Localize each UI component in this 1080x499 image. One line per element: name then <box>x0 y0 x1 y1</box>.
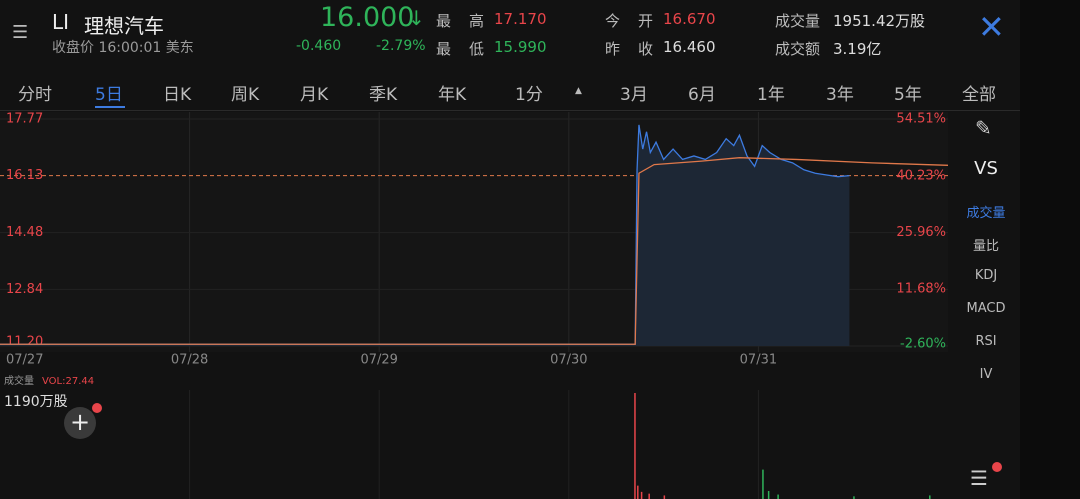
stat-value: 1951.42万股 <box>833 12 926 30</box>
edit-icon[interactable]: ✎ <box>975 116 992 140</box>
tab[interactable]: 3年 <box>826 85 854 105</box>
tab[interactable]: 1分 <box>515 85 543 105</box>
y2-tick-label: 25.96% <box>896 225 946 240</box>
volume-bar <box>777 494 779 499</box>
divider <box>0 110 1020 111</box>
tab-underline <box>95 106 125 108</box>
tab[interactable]: 6月 <box>688 85 716 105</box>
x-tick-label: 07/28 <box>171 353 208 368</box>
sidebar-item[interactable]: MACD <box>966 301 1006 316</box>
y-tick-label: 14.48 <box>6 225 43 240</box>
close-button[interactable]: ✕ <box>978 8 1005 46</box>
volume-value: VOL:27.44 <box>42 376 94 387</box>
stat-label: 最低 <box>436 40 503 58</box>
stat-label: 昨收 <box>605 40 672 58</box>
stat-value: 16.460 <box>663 38 716 56</box>
stat-label: 最高 <box>436 12 503 30</box>
badge <box>992 462 1002 472</box>
sidebar-item[interactable]: 成交量 <box>966 206 1006 221</box>
sidebar-item[interactable]: IV <box>979 367 993 382</box>
stat-value: 15.990 <box>494 38 547 56</box>
x-tick-label: 07/27 <box>6 353 43 368</box>
volume-bar <box>762 469 764 499</box>
menu-icon[interactable]: ☰ <box>12 22 29 43</box>
x-tick-label: 07/31 <box>740 353 777 368</box>
sidebar-item[interactable]: KDJ <box>974 268 998 283</box>
volume-bar <box>637 485 639 499</box>
price: 16.000 <box>320 2 415 33</box>
badge <box>92 403 102 413</box>
stat-value: 16.670 <box>663 10 716 28</box>
y-tick-label: 12.84 <box>6 282 43 297</box>
status: 收盘价 16:00:01 美东 <box>52 40 194 56</box>
tab[interactable]: 日K <box>163 85 192 105</box>
dropdown[interactable]: ▲ <box>575 86 582 96</box>
symbol: LI <box>52 10 70 34</box>
down-arrow: ↓ <box>408 6 425 30</box>
line <box>0 157 948 345</box>
y-tick-label: 17.77 <box>6 112 43 127</box>
y2-tick-label: 11.68% <box>896 282 946 297</box>
tab[interactable]: 月K <box>300 85 329 105</box>
y2-tick-label: -2.60% <box>900 337 946 352</box>
stat-label: 成交量 <box>775 12 821 30</box>
volume-title: 成交量 <box>4 374 34 387</box>
x-tick-label: 07/30 <box>550 353 587 368</box>
tab[interactable]: 全部 <box>962 85 996 105</box>
volume-max: 1190万股 <box>4 394 68 410</box>
tab[interactable]: 分时 <box>18 85 52 105</box>
settings-icon[interactable]: ☰ <box>970 466 988 490</box>
change-pct: -2.79% <box>376 38 426 54</box>
volume-bar <box>929 495 931 499</box>
tab[interactable]: 5日 <box>95 85 123 105</box>
edge <box>1020 0 1080 499</box>
sidebar-item[interactable]: 量比 <box>972 239 999 254</box>
tab[interactable]: 周K <box>231 85 260 105</box>
y-tick-label: 16.13 <box>6 168 43 183</box>
stat-label: 成交额 <box>775 40 821 58</box>
volume-bar <box>640 491 643 499</box>
x-tick-label: 07/29 <box>360 353 397 368</box>
stat-value: 3.19亿 <box>833 40 882 58</box>
tab[interactable]: 年K <box>438 85 467 105</box>
volume-bar <box>767 490 770 499</box>
tab[interactable]: 1年 <box>757 85 785 105</box>
y2-tick-label: 54.51% <box>896 112 946 127</box>
volume-bar <box>634 393 636 499</box>
volume-bar <box>853 496 855 499</box>
y2-tick-label: 40.23% <box>896 168 946 183</box>
tab[interactable]: 3月 <box>620 85 648 105</box>
stock-name: 理想汽车 <box>84 14 164 38</box>
add-button[interactable]: + <box>64 407 96 439</box>
chart: 07/27 07/28 07/29 07/30 07/31 17.77 16.13 14.48… <box>0 112 948 499</box>
sidebar-item[interactable]: RSI <box>975 334 997 349</box>
change: -0.460 <box>296 38 342 54</box>
volume-bar <box>663 495 666 499</box>
tab[interactable]: 5年 <box>894 85 922 105</box>
line <box>0 124 850 345</box>
sidebar-item[interactable]: VS <box>974 158 998 179</box>
y-tick-label: 11.20 <box>6 335 43 350</box>
tab[interactable]: 季K <box>369 85 398 105</box>
volume-bar <box>648 493 650 499</box>
stat-label: 今开 <box>605 12 672 30</box>
stat-value: 17.170 <box>494 10 547 28</box>
